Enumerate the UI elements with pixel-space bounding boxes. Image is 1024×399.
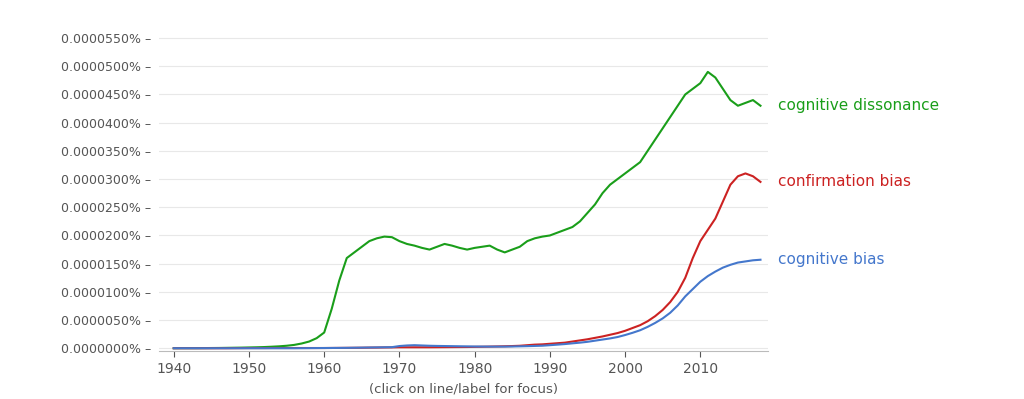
- Text: confirmation bias: confirmation bias: [778, 174, 911, 190]
- Text: (click on line/label for focus): (click on line/label for focus): [369, 382, 558, 395]
- Text: cognitive dissonance: cognitive dissonance: [778, 98, 939, 113]
- Text: cognitive bias: cognitive bias: [778, 252, 885, 267]
